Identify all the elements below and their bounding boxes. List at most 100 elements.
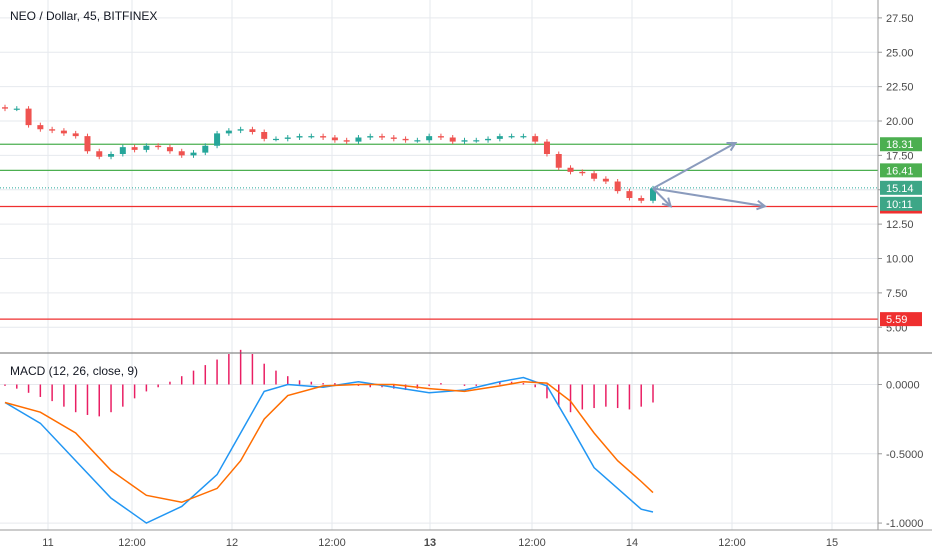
candle-body: [308, 136, 315, 138]
candle-body: [614, 181, 621, 192]
candle-body: [178, 151, 185, 156]
candle-body: [626, 191, 633, 198]
candle-body: [543, 141, 550, 154]
time-axis-label: 12: [226, 537, 238, 549]
candle-body: [355, 137, 362, 142]
price-axis-label: 7.50: [886, 288, 907, 300]
price-tag-bg: [880, 180, 922, 195]
candle-body: [650, 188, 656, 201]
signal-line: [4, 380, 654, 504]
projection-arrowhead: [661, 197, 673, 208]
candle-body: [131, 147, 138, 150]
grid-layer: [0, 0, 878, 530]
projection-arrowhead: [726, 141, 738, 152]
projection-arrow: [652, 187, 766, 208]
price-axis-label: 17.50: [886, 150, 914, 162]
candle-body: [272, 138, 279, 141]
macd-axis-label: -0.5000: [886, 449, 923, 461]
candle-body: [508, 136, 515, 138]
candle-body: [202, 145, 209, 153]
price-tag: 16.41: [886, 165, 914, 177]
candle-body: [426, 136, 433, 141]
macd-axis-label: 0.0000: [886, 379, 920, 391]
candle-body: [25, 108, 32, 126]
candle-body: [296, 136, 303, 138]
candle-body: [567, 167, 574, 172]
candle-body: [437, 136, 444, 138]
candle-body: [108, 154, 115, 157]
candle-body: [473, 140, 480, 142]
candle-body: [190, 152, 197, 156]
price-axis-label: 22.50: [886, 82, 914, 94]
candle-body: [237, 129, 244, 131]
candle-body: [579, 171, 586, 174]
candle-body: [72, 133, 79, 137]
projection-arrow: [652, 187, 672, 207]
candle-body: [331, 137, 338, 141]
candle-body: [638, 198, 645, 201]
candles: [2, 104, 656, 204]
price-legend[interactable]: NEO / Dollar, 45, BITFINEX: [10, 9, 158, 23]
candle-body: [261, 132, 268, 139]
time-axis-label: 12:00: [318, 537, 346, 549]
candle-body: [496, 136, 503, 139]
candle-body: [249, 129, 256, 132]
countdown-tag-bg: [880, 196, 922, 211]
candle-body: [343, 140, 350, 142]
macd-pane: [4, 349, 654, 524]
macd-legend[interactable]: MACD (12, 26, close, 9): [10, 364, 139, 378]
candle-body: [367, 136, 374, 138]
time-axis-label: 13: [424, 537, 436, 549]
price-tag-bg: [880, 312, 922, 327]
price-tag-bg: [880, 163, 922, 178]
candle-body: [379, 136, 386, 138]
candle-body: [284, 137, 291, 139]
candle-body: [591, 173, 598, 179]
candle-body: [2, 107, 8, 109]
countdown-tag: 10:11: [886, 199, 913, 211]
macd-line: [4, 376, 654, 524]
candle-body: [414, 140, 421, 142]
projection-drawings[interactable]: [652, 141, 767, 211]
candle-body: [449, 137, 456, 142]
candle-body: [214, 133, 221, 146]
candle-body: [390, 137, 397, 139]
candle-body: [84, 136, 91, 152]
candle-body: [143, 145, 150, 150]
price-tag: 15.14: [886, 183, 914, 195]
candle-body: [13, 108, 20, 110]
time-axis-label: 12:00: [518, 537, 546, 549]
candle-body: [166, 147, 173, 152]
time-axis-label: 11: [42, 537, 53, 549]
price-axis-label: 25.00: [886, 47, 914, 59]
price-tag: 5.59: [886, 314, 907, 326]
candle-body: [485, 138, 492, 141]
time-axis-label: 14: [626, 537, 638, 549]
candle-body: [320, 136, 327, 138]
candle-body: [555, 154, 562, 168]
price-axis-label: 12.50: [886, 219, 914, 231]
time-axis-label: 12:00: [118, 537, 146, 549]
price-axis-label: 27.50: [886, 13, 914, 25]
candle-body: [96, 151, 103, 157]
candle-body: [602, 178, 609, 182]
candle-body: [532, 136, 539, 142]
candle-body: [520, 136, 527, 138]
candle-body: [49, 129, 56, 131]
projection-arrow: [652, 142, 736, 190]
candle-body: [225, 130, 232, 134]
candle-body: [461, 140, 468, 142]
candle-body: [402, 138, 409, 141]
candle-body: [37, 125, 44, 130]
projection-arrowhead: [756, 199, 767, 211]
price-axis-label: 20.00: [886, 116, 914, 128]
price-tag: 18.31: [886, 139, 914, 151]
price-tag-bg: [880, 137, 922, 152]
candle-body: [155, 145, 162, 148]
macd-axis-label: -1.0000: [886, 518, 923, 530]
price-axis-label: 10.00: [886, 254, 914, 266]
